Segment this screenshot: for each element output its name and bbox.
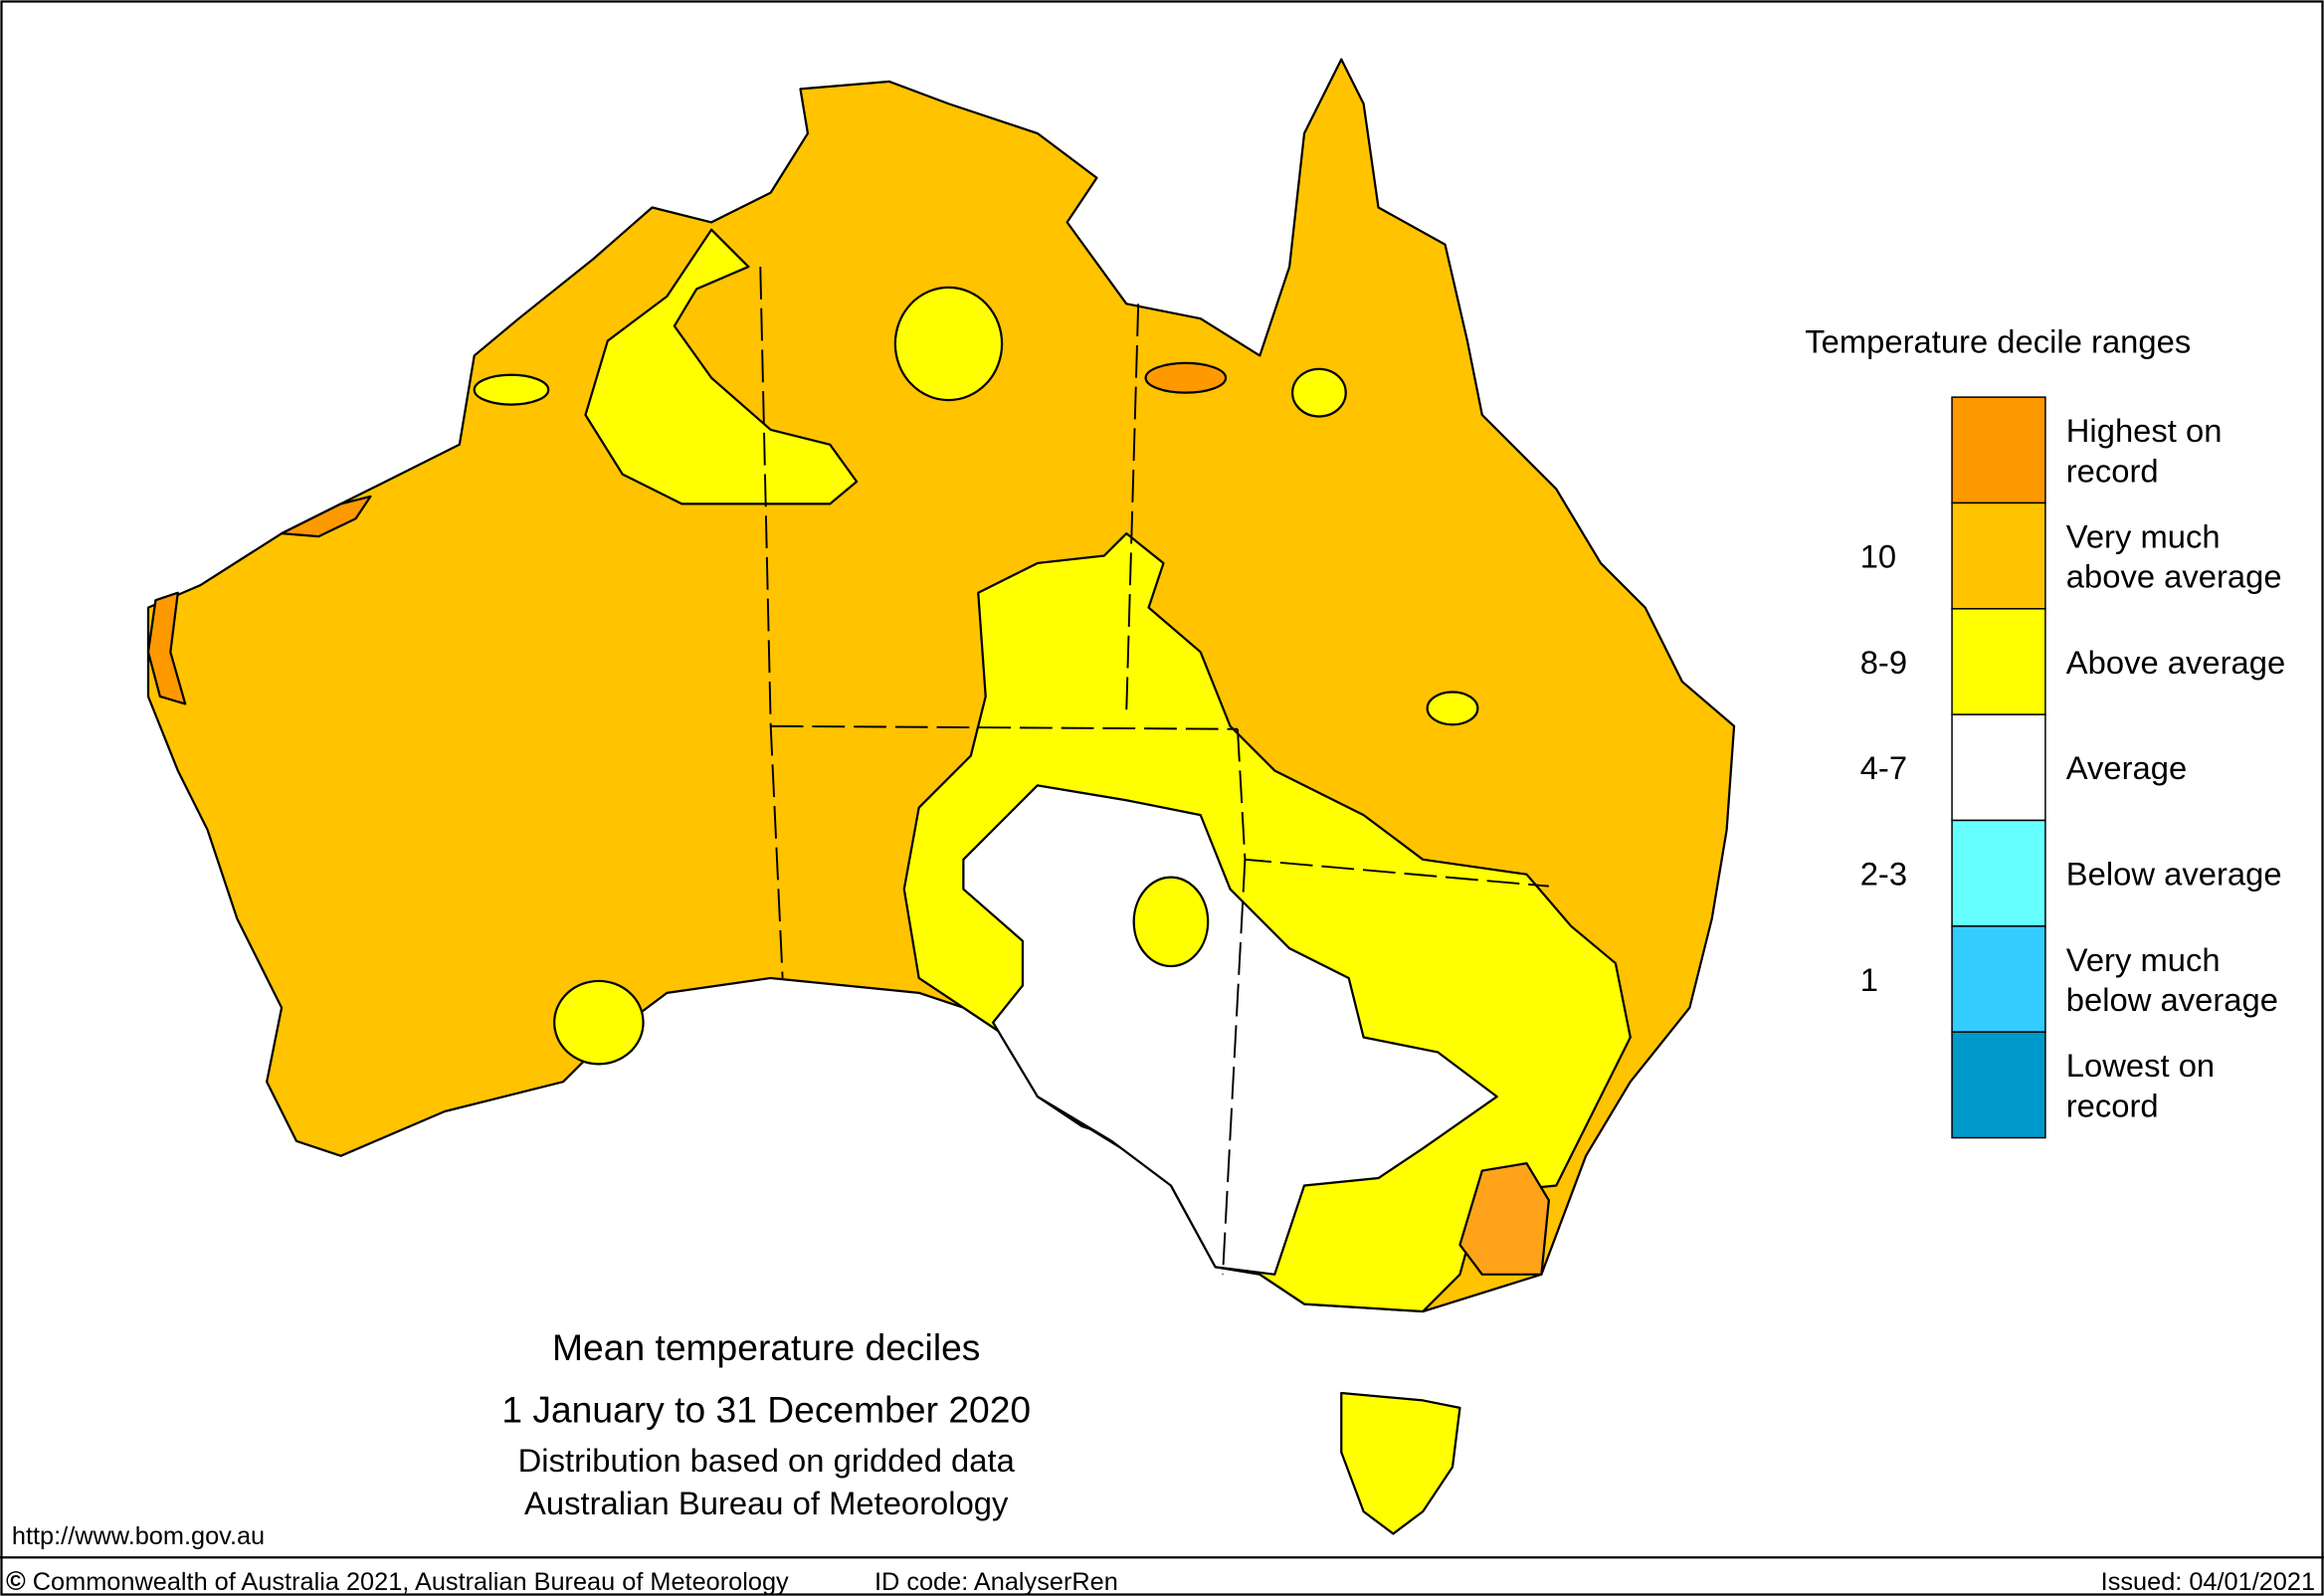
map-title: Mean temperature deciles [552, 1326, 980, 1368]
tasmania [1340, 1391, 1461, 1535]
legend-swatch [1951, 608, 2046, 715]
legend-label: Very much [2066, 941, 2221, 978]
above-average-blob [1426, 691, 1479, 726]
legend-label: below average [2066, 981, 2278, 1018]
legend-label: record [2066, 452, 2159, 489]
map-period: 1 January to 31 December 2020 [501, 1389, 1031, 1431]
caption: Mean temperature deciles 1 January to 31… [12, 1326, 1031, 1550]
url: http://www.bom.gov.au [12, 1522, 265, 1550]
legend-swatch [1951, 1031, 2046, 1139]
legend-title: Temperature decile ranges [1805, 322, 2191, 359]
west-coast-record [146, 591, 187, 705]
above-average-blob [1290, 367, 1347, 418]
legend-label: Lowest on [2066, 1047, 2215, 1084]
legend-swatch [1951, 925, 2046, 1033]
legend-decile: 4-7 [1860, 749, 1907, 786]
legend-swatch [1951, 396, 2046, 504]
legend-label: Below average [2066, 856, 2282, 893]
pilbara-record [280, 495, 372, 538]
map-note: Distribution based on gridded data [518, 1442, 1016, 1479]
above-average-blob [893, 286, 1004, 402]
above-average-blob [553, 979, 645, 1066]
legend-decile: 8-9 [1860, 644, 1907, 681]
map-note: Australian Bureau of Meteorology [524, 1485, 1009, 1521]
legend-label: Average [2066, 749, 2187, 786]
legend-label: record [2066, 1087, 2159, 1123]
legend-decile: 10 [1860, 538, 1896, 575]
legend-swatch [1951, 819, 2046, 927]
average-region [962, 784, 1498, 1276]
legend-label: Highest on [2066, 412, 2223, 449]
id-code: ID code: AnalyserRen [874, 1568, 1118, 1596]
se-very-much-above [1458, 1162, 1550, 1276]
legend-swatch [1951, 501, 2046, 610]
legend: Temperature decile ranges Highest onreco… [1805, 322, 2285, 1139]
legend-decile: 1 [1860, 961, 1878, 998]
above-average-blob [473, 373, 550, 406]
legend-label: Very much [2066, 517, 2221, 554]
copyright: Commonwealth of Australia 2021, Australi… [33, 1568, 789, 1596]
copyright-symbol: © [6, 1566, 26, 1596]
map [146, 58, 1736, 1535]
issued: Issued: 04/01/2021 [2101, 1568, 2315, 1596]
nw-above-average [584, 228, 859, 505]
legend-label: Above average [2066, 644, 2285, 681]
above-average-blob [1132, 876, 1210, 968]
legend-label: above average [2066, 558, 2282, 595]
record-blob [1144, 361, 1228, 394]
footer: © Commonwealth of Australia 2021, Austra… [6, 1566, 2315, 1596]
legend-decile: 2-3 [1860, 856, 1907, 893]
legend-swatch [1951, 713, 2046, 822]
state-borders [759, 267, 1549, 1275]
